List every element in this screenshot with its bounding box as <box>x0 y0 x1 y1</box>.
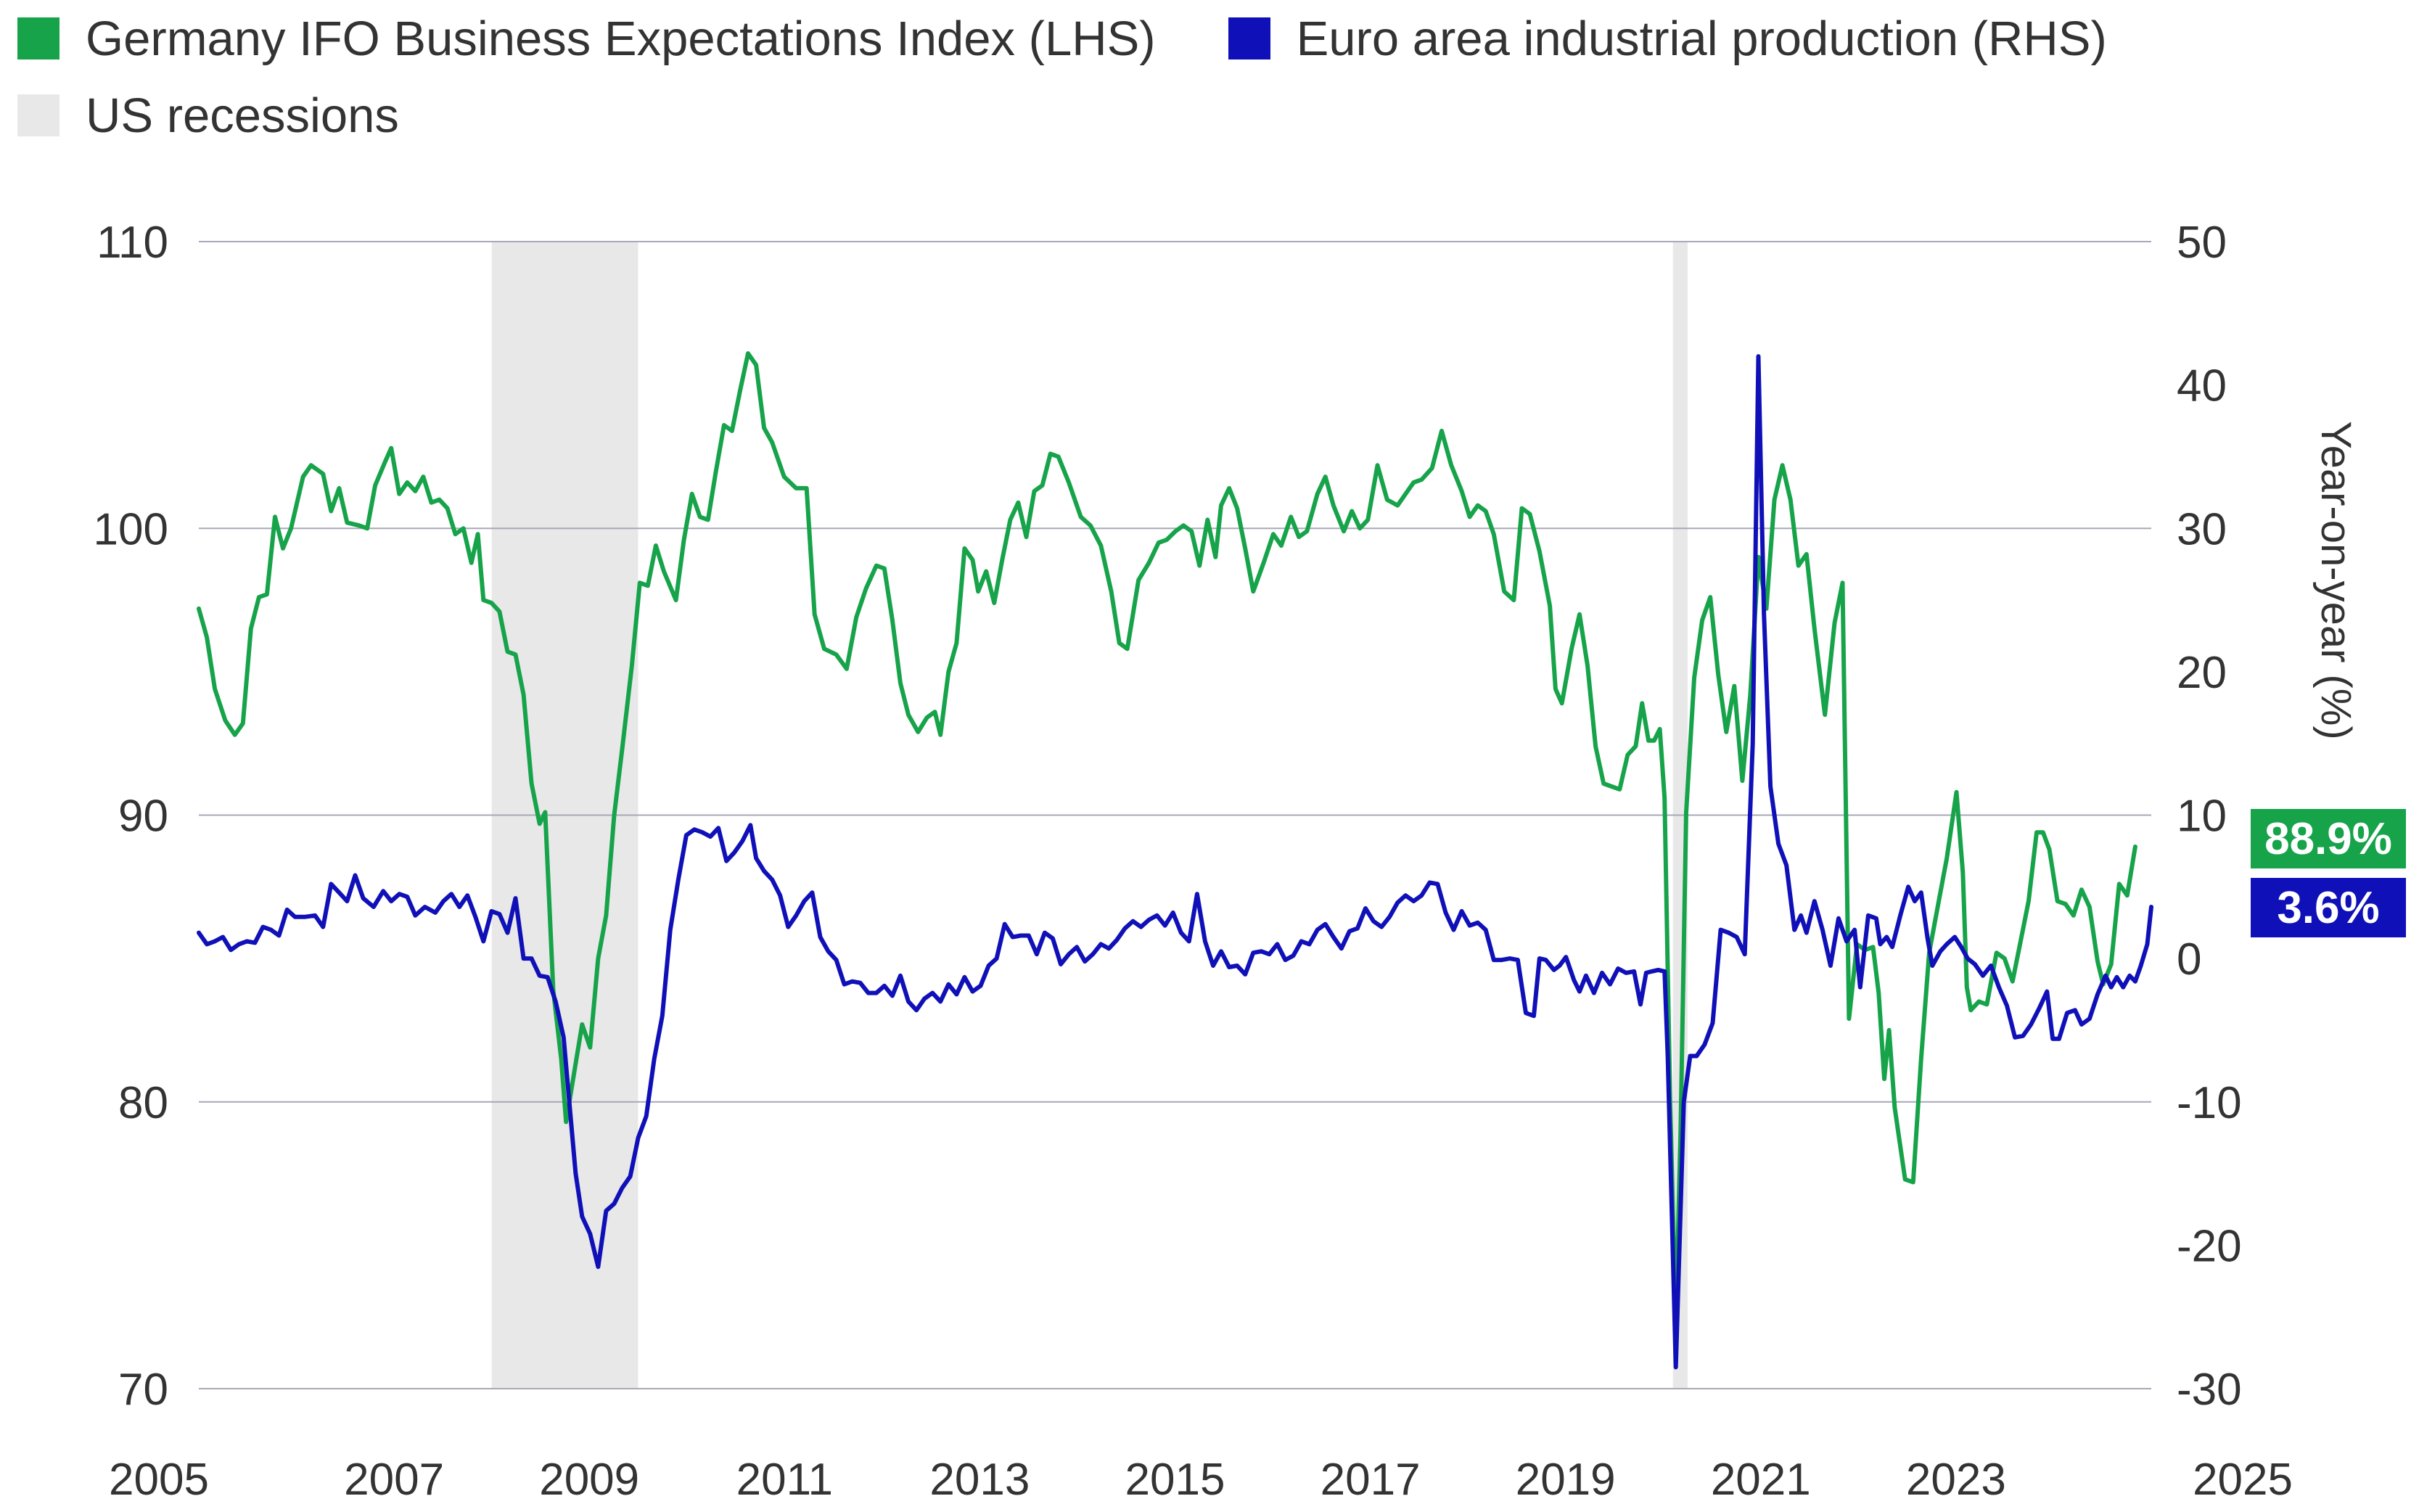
y-right-tick-label: -20 <box>2177 1221 2242 1271</box>
end-label-industrial-production: 3.6% <box>2277 883 2379 933</box>
x-tick-label: 2005 <box>109 1455 209 1505</box>
legend-label-ifo: Germany IFO Business Expectations Index … <box>86 11 1156 66</box>
legend-label-industrial-production: Euro area industrial production (RHS) <box>1296 11 2107 66</box>
y-right-tick-label: 40 <box>2177 361 2227 411</box>
x-tick-label: 2013 <box>929 1455 1030 1505</box>
y-right-tick-label: 0 <box>2177 934 2201 985</box>
y-left-tick-label: 70 <box>118 1365 168 1415</box>
y-left-tick-label: 80 <box>118 1078 168 1128</box>
x-tick-label: 2009 <box>539 1455 639 1505</box>
x-tick-label: 2023 <box>1906 1455 2006 1505</box>
end-label-ifo-box <box>2251 809 2406 868</box>
legend-row-2: US recessions <box>17 77 2412 154</box>
x-tick-label: 2011 <box>736 1455 833 1505</box>
y-right-tick-label: 50 <box>2177 218 2227 268</box>
y-right-tick-label: 10 <box>2177 792 2227 842</box>
legend-item-us-recessions: US recessions <box>17 88 399 144</box>
y-right-axis-title: Year-on-year (%) <box>2312 421 2360 739</box>
x-tick-label: 2021 <box>1711 1455 1811 1505</box>
end-label-ifo: 88.9% <box>2264 814 2392 864</box>
y-left-tick-label: 110 <box>96 218 168 268</box>
end-label-industrial-production-box <box>2251 878 2406 937</box>
y-left-tick-label: 100 <box>94 504 168 554</box>
x-tick-label: 2019 <box>1516 1455 1616 1505</box>
x-tick-label: 2017 <box>1321 1455 1421 1505</box>
series-line-industrial-production <box>197 354 2153 1370</box>
y-right-tick-label: -10 <box>2177 1078 2242 1128</box>
legend-swatch-ifo <box>17 17 59 59</box>
series-line-ifo <box>197 351 2137 1328</box>
x-tick-label: 2015 <box>1125 1455 1225 1505</box>
legend-swatch-industrial-production <box>1228 17 1270 59</box>
legend-row-1: Germany IFO Business Expectations Index … <box>17 0 2412 77</box>
y-left-tick-label: 90 <box>118 792 168 842</box>
x-tick-label: 2007 <box>344 1455 444 1505</box>
legend-label-us-recessions: US recessions <box>86 88 399 143</box>
legend-item-ifo: Germany IFO Business Expectations Index … <box>17 11 1156 67</box>
y-right-tick-label: 20 <box>2177 648 2227 698</box>
chart-legend: Germany IFO Business Expectations Index … <box>17 0 2412 154</box>
y-right-tick-label: -30 <box>2177 1365 2242 1415</box>
legend-swatch-us-recessions <box>17 94 59 136</box>
x-tick-label: 2025 <box>2193 1455 2293 1505</box>
y-right-tick-label: 30 <box>2177 504 2227 554</box>
legend-item-industrial-production: Euro area industrial production (RHS) <box>1228 11 2107 67</box>
